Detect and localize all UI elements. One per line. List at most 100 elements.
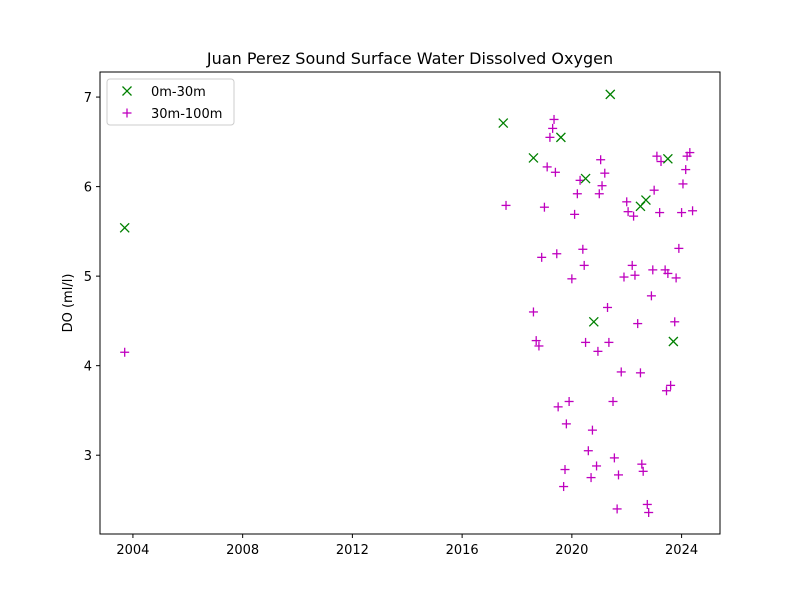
data-point bbox=[666, 380, 676, 390]
data-point bbox=[560, 465, 570, 475]
data-point bbox=[561, 419, 571, 429]
data-point bbox=[549, 114, 559, 124]
data-point bbox=[528, 307, 538, 317]
data-point bbox=[640, 195, 651, 205]
data-point bbox=[553, 402, 563, 412]
y-tick-label: 4 bbox=[84, 360, 92, 375]
data-point bbox=[501, 200, 511, 210]
data-point bbox=[596, 155, 606, 165]
data-point bbox=[498, 118, 509, 128]
data-point bbox=[567, 274, 577, 284]
data-point bbox=[609, 453, 619, 463]
data-point bbox=[537, 252, 547, 262]
x-tick-label: 2008 bbox=[226, 543, 259, 558]
data-point bbox=[685, 148, 695, 158]
data-point bbox=[564, 396, 574, 406]
y-tick-label: 6 bbox=[84, 181, 92, 196]
data-point bbox=[604, 337, 614, 347]
data-point bbox=[656, 157, 666, 167]
data-point bbox=[642, 499, 652, 509]
marker-stroke bbox=[605, 89, 616, 100]
y-tick-label: 5 bbox=[84, 270, 92, 285]
marker-stroke bbox=[119, 222, 130, 233]
data-point bbox=[559, 482, 569, 492]
legend-label: 30m-100m bbox=[151, 107, 222, 122]
x-tick-label: 2020 bbox=[555, 543, 588, 558]
data-point bbox=[542, 162, 552, 172]
marker-stroke bbox=[640, 195, 651, 205]
legend: 0m-30m 30m-100m bbox=[106, 78, 235, 126]
data-point bbox=[593, 346, 603, 356]
data-point bbox=[662, 153, 673, 164]
data-point bbox=[638, 466, 648, 476]
data-point bbox=[644, 508, 654, 518]
data-point bbox=[531, 336, 541, 346]
x-tick-label: 2004 bbox=[116, 543, 149, 558]
marker-stroke bbox=[588, 316, 599, 327]
legend-label: 0m-30m bbox=[151, 85, 206, 100]
chart-title: Juan Perez Sound Surface Water Dissolved… bbox=[206, 49, 613, 68]
data-point bbox=[528, 152, 539, 163]
data-point bbox=[555, 132, 566, 143]
data-point bbox=[662, 386, 672, 396]
data-point bbox=[668, 336, 679, 347]
legend-marker bbox=[122, 86, 132, 96]
legend-box bbox=[106, 78, 235, 126]
data-point bbox=[629, 211, 639, 221]
data-point bbox=[580, 173, 591, 184]
data-point bbox=[613, 470, 623, 480]
data-point bbox=[649, 185, 659, 195]
data-point bbox=[579, 260, 589, 270]
y-tick-label: 3 bbox=[84, 449, 92, 464]
marker-stroke bbox=[122, 86, 132, 96]
data-point bbox=[552, 249, 562, 259]
data-point bbox=[603, 302, 613, 312]
marker-stroke bbox=[555, 132, 566, 143]
data-point bbox=[119, 222, 130, 233]
data-point bbox=[534, 341, 544, 351]
marker-stroke bbox=[662, 153, 673, 164]
data-point bbox=[622, 197, 632, 207]
data-point bbox=[681, 165, 691, 175]
data-point bbox=[612, 504, 622, 514]
x-tick-label: 2024 bbox=[665, 543, 698, 558]
x-tick-label: 2012 bbox=[336, 543, 369, 558]
legend-marker bbox=[122, 108, 132, 118]
data-point bbox=[597, 181, 607, 191]
data-point bbox=[652, 151, 662, 161]
y-axis-label: DO (ml/l) bbox=[61, 274, 76, 333]
data-point bbox=[670, 317, 680, 327]
marker-stroke bbox=[668, 336, 679, 347]
data-point bbox=[548, 123, 558, 133]
series-0m-30m bbox=[119, 89, 679, 347]
data-point bbox=[570, 209, 580, 219]
marker-stroke bbox=[580, 173, 591, 184]
data-point bbox=[648, 265, 658, 275]
data-point bbox=[671, 273, 681, 283]
data-point bbox=[586, 473, 596, 483]
marks-layer bbox=[119, 89, 698, 518]
data-point bbox=[633, 319, 643, 329]
data-point bbox=[594, 189, 604, 199]
data-point bbox=[539, 202, 549, 212]
data-point bbox=[630, 270, 640, 280]
data-point bbox=[120, 347, 130, 357]
data-point bbox=[637, 459, 647, 469]
data-point bbox=[600, 168, 610, 178]
marker-stroke bbox=[528, 152, 539, 163]
data-point bbox=[674, 243, 684, 253]
plot-area bbox=[100, 72, 720, 534]
data-point bbox=[572, 189, 582, 199]
data-point bbox=[678, 179, 688, 189]
axes-layer bbox=[99, 71, 721, 535]
data-point bbox=[583, 446, 593, 456]
data-point bbox=[635, 368, 645, 378]
data-point bbox=[619, 272, 629, 282]
data-point bbox=[688, 206, 698, 216]
y-tick-label: 7 bbox=[84, 91, 92, 106]
data-point bbox=[646, 291, 656, 301]
data-point bbox=[545, 132, 555, 142]
data-point bbox=[677, 208, 687, 218]
